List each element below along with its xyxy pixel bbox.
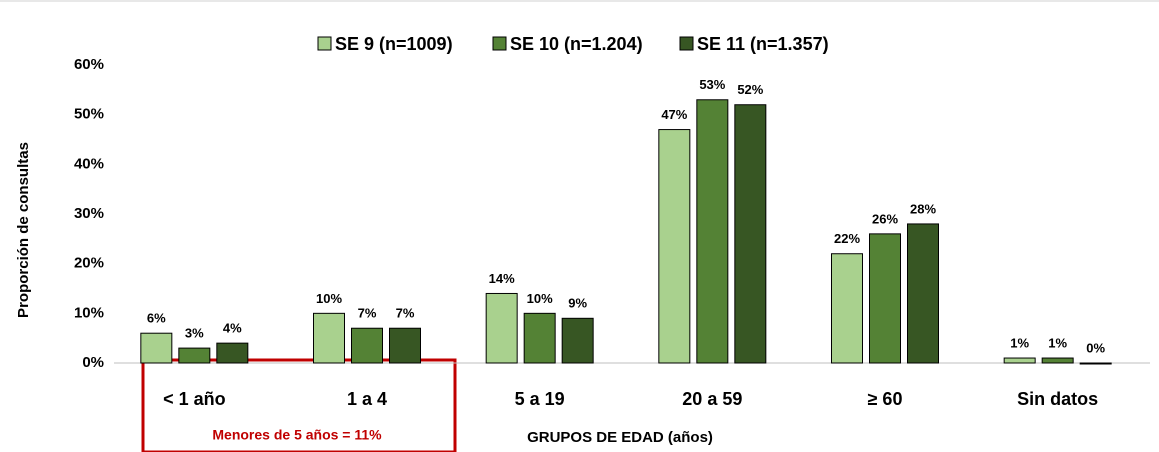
bar	[389, 327, 421, 364]
bar	[313, 312, 345, 364]
annotation: Menores de 5 años = 11%	[212, 427, 382, 443]
data-label: 28%	[910, 201, 936, 216]
x-axis-label: GRUPOS DE EDAD (años)	[527, 429, 713, 446]
bar	[178, 347, 211, 364]
legend-swatch	[492, 36, 507, 51]
x-tick-label: ≥ 60	[868, 389, 903, 409]
data-label: 53%	[699, 77, 725, 92]
data-label: 1%	[1048, 335, 1067, 350]
bar	[216, 342, 249, 364]
legend-label: SE 10 (n=1.204)	[510, 34, 643, 54]
data-label: 0%	[1086, 340, 1105, 355]
x-tick-label: Sin datos	[1017, 389, 1098, 409]
bar	[1079, 362, 1112, 365]
data-label: 1%	[1010, 335, 1029, 350]
legend-swatch	[679, 36, 694, 51]
bar	[523, 312, 556, 364]
data-label: 4%	[223, 321, 242, 336]
bar	[831, 253, 863, 364]
y-tick-label: 40%	[74, 155, 104, 172]
legend-label: SE 9 (n=1009)	[335, 34, 453, 54]
data-label: 26%	[872, 211, 898, 226]
x-tick-label: 20 a 59	[682, 389, 742, 409]
bar	[734, 104, 767, 364]
bar	[351, 327, 383, 364]
legend-label: SE 11 (n=1.357)	[697, 34, 829, 54]
bar	[907, 223, 939, 364]
data-label: 3%	[185, 326, 204, 341]
data-label: 10%	[527, 291, 553, 306]
y-tick-label: 30%	[74, 205, 104, 222]
data-label: 47%	[661, 107, 687, 122]
legend-swatch	[317, 36, 332, 51]
y-axis-label: Proporción de consultas	[15, 142, 32, 318]
data-label: 6%	[147, 311, 166, 326]
y-tick-label: 20%	[74, 255, 104, 272]
bar	[1003, 357, 1036, 364]
x-tick-label: < 1 año	[163, 389, 226, 409]
data-label: 9%	[568, 296, 587, 311]
x-tick-label: 1 a 4	[347, 389, 387, 409]
bar	[140, 332, 173, 364]
data-label: 22%	[834, 231, 860, 246]
y-tick-label: 50%	[74, 106, 104, 123]
y-tick-label: 60%	[74, 56, 104, 73]
data-label: 7%	[358, 306, 377, 321]
x-tick-label: 5 a 19	[515, 389, 565, 409]
data-label: 14%	[489, 271, 515, 286]
bar	[658, 129, 691, 364]
bar	[561, 317, 594, 364]
y-tick-label: 0%	[82, 354, 104, 371]
bar	[485, 292, 518, 364]
bar	[1041, 357, 1074, 364]
data-label: 52%	[737, 82, 763, 97]
data-label: 7%	[396, 306, 415, 321]
bar	[869, 233, 901, 364]
highlight-box	[141, 358, 457, 452]
y-tick-label: 10%	[74, 304, 104, 321]
data-label: 10%	[316, 291, 342, 306]
bar	[696, 99, 729, 364]
